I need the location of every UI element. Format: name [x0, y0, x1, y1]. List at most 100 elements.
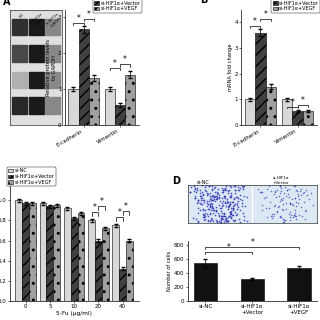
- Point: [194, 200, 199, 205]
- Bar: [255, 33, 266, 125]
- Point: [240, 184, 245, 189]
- Point: [224, 199, 229, 204]
- Point: [232, 217, 237, 222]
- Y-axis label: Relative protein levels
to GAPDH: Relative protein levels to GAPDH: [46, 39, 57, 96]
- Point: [271, 191, 276, 196]
- Point: [209, 197, 214, 202]
- Point: [227, 193, 232, 198]
- Point: [221, 214, 227, 219]
- Point: [296, 200, 301, 205]
- Point: [188, 185, 194, 190]
- Point: [287, 187, 292, 192]
- Point: [202, 214, 207, 220]
- Point: [228, 215, 234, 220]
- Point: [231, 219, 236, 224]
- Point: [230, 205, 235, 211]
- Point: [207, 211, 212, 216]
- Point: [292, 210, 297, 215]
- Point: [225, 196, 230, 202]
- Point: [267, 200, 272, 205]
- Point: [208, 194, 213, 199]
- Bar: [68, 89, 78, 125]
- Point: [283, 184, 288, 189]
- Point: [204, 199, 210, 204]
- Point: [193, 195, 198, 200]
- Bar: [102, 228, 108, 301]
- Point: [223, 219, 228, 224]
- Text: *: *: [87, 10, 91, 19]
- Point: [297, 212, 302, 218]
- Point: [279, 197, 284, 202]
- Point: [228, 184, 233, 189]
- Point: [206, 201, 211, 206]
- Point: [273, 189, 278, 194]
- Point: [211, 193, 216, 198]
- Point: [220, 188, 225, 193]
- Bar: [29, 97, 44, 114]
- Point: [220, 216, 225, 221]
- Bar: [125, 75, 135, 125]
- Point: [282, 219, 287, 224]
- Point: [230, 217, 235, 222]
- Bar: [245, 100, 255, 125]
- Point: [281, 216, 286, 221]
- Point: [304, 208, 309, 213]
- Point: [196, 197, 201, 202]
- Point: [227, 209, 232, 214]
- Point: [271, 203, 276, 208]
- Bar: [45, 97, 60, 114]
- Text: *: *: [253, 17, 257, 26]
- Point: [222, 214, 228, 219]
- Point: [270, 213, 276, 219]
- Point: [224, 215, 229, 220]
- Legend: si-NC, si-HIF1α+Vector, si-HIF1α+VEGF: si-NC, si-HIF1α+Vector, si-HIF1α+VEGF: [271, 0, 320, 13]
- Point: [222, 217, 228, 222]
- Point: [201, 212, 206, 218]
- Point: [216, 202, 221, 207]
- Point: [205, 206, 211, 212]
- Point: [210, 207, 215, 212]
- Text: D: D: [172, 176, 180, 186]
- Bar: [89, 78, 99, 125]
- Point: [209, 195, 214, 200]
- Point: [225, 204, 230, 210]
- Point: [208, 218, 213, 223]
- Point: [281, 220, 286, 225]
- Point: [206, 207, 211, 212]
- Bar: [119, 269, 126, 301]
- Point: [284, 187, 289, 192]
- Point: [211, 207, 216, 212]
- Point: [222, 195, 227, 200]
- Text: si-HIF1α
+Vector: si-HIF1α +Vector: [272, 176, 289, 185]
- Point: [240, 204, 245, 209]
- Point: [228, 211, 233, 216]
- Point: [270, 211, 275, 216]
- Point: [277, 190, 282, 195]
- Point: [210, 203, 215, 208]
- Point: [213, 205, 218, 210]
- Text: *: *: [117, 208, 121, 217]
- Bar: [22, 203, 29, 301]
- Point: [271, 212, 276, 217]
- Point: [200, 189, 205, 194]
- Point: [216, 212, 221, 218]
- Point: [201, 212, 206, 218]
- Point: [214, 207, 219, 212]
- Point: [260, 203, 265, 208]
- Point: [193, 196, 198, 201]
- Point: [202, 217, 207, 222]
- Point: [198, 202, 203, 207]
- Point: [219, 195, 224, 200]
- Point: [204, 191, 210, 196]
- Point: [222, 194, 227, 199]
- Point: [197, 194, 202, 199]
- Point: [230, 212, 236, 218]
- Bar: [303, 111, 313, 125]
- Point: [217, 218, 222, 223]
- Point: [235, 205, 240, 210]
- Point: [287, 201, 292, 206]
- Point: [201, 207, 206, 212]
- Bar: [45, 72, 60, 88]
- Text: *: *: [100, 197, 104, 206]
- Point: [203, 189, 208, 194]
